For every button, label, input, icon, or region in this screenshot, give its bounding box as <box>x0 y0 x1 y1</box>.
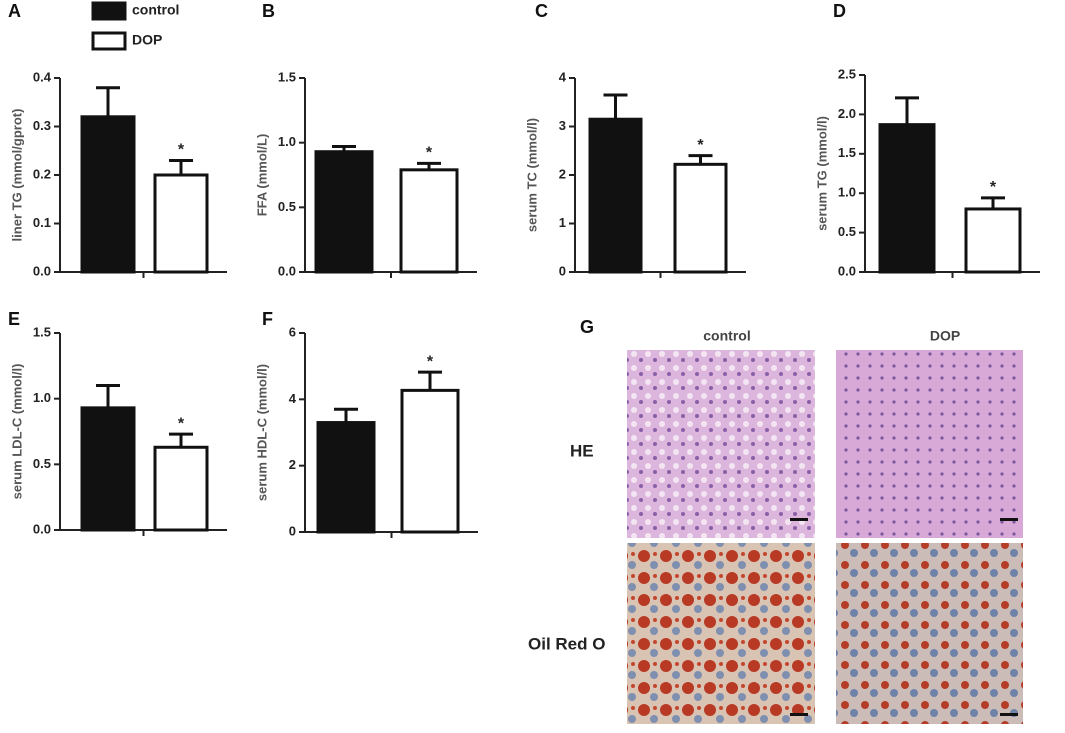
significance-mark: * <box>178 142 185 159</box>
micrographs <box>627 350 1023 724</box>
y-tick-label: 0 <box>559 263 566 278</box>
significance-mark: * <box>427 353 434 370</box>
legend-label: control <box>132 2 179 18</box>
panel-letter: B <box>262 1 275 21</box>
y-tick-label: 0.0 <box>33 263 51 278</box>
bar <box>400 388 460 534</box>
bar <box>153 445 209 532</box>
panel-letter: A <box>8 1 21 21</box>
panel-letter: E <box>8 309 20 329</box>
y-tick-label: 1.0 <box>278 134 296 149</box>
y-tick-label: 1.0 <box>33 390 51 405</box>
y-axis-label: liner TG (mmol/gprot) <box>9 109 24 242</box>
y-tick-label: 1 <box>559 215 566 230</box>
scale-bar <box>1000 713 1018 716</box>
y-tick-label: 4 <box>559 69 567 84</box>
y-tick-label: 0.0 <box>838 263 856 278</box>
bar <box>153 173 209 274</box>
bar <box>314 150 374 274</box>
legend-swatch <box>91 31 127 51</box>
column-label: control <box>703 328 750 344</box>
y-tick-label: 0.5 <box>278 199 296 214</box>
y-tick-label: 2 <box>559 166 566 181</box>
bar <box>80 406 136 532</box>
y-axis-label: serum HDL-C (mmol/l) <box>254 364 269 501</box>
oil-red-dop-image <box>836 543 1023 724</box>
legend-swatch <box>91 1 127 21</box>
y-axis-label: serum TG (mmol/l) <box>814 116 829 231</box>
y-tick-label: 0.3 <box>33 118 51 133</box>
bar <box>588 117 643 274</box>
y-tick-label: 1.5 <box>278 69 296 84</box>
he-control-image <box>627 350 815 538</box>
y-tick-label: 0 <box>289 523 296 538</box>
bar <box>878 123 936 274</box>
y-tick-label: 1.5 <box>838 145 856 160</box>
scale-bar <box>1000 518 1018 521</box>
y-tick-label: 2.5 <box>838 66 856 81</box>
bar <box>964 207 1022 274</box>
panel-letter: G <box>580 317 594 337</box>
bar <box>399 168 459 274</box>
panel-letter: F <box>262 309 273 329</box>
y-axis-label: serum TC (mmol/l) <box>524 118 539 232</box>
y-tick-label: 0.0 <box>278 263 296 278</box>
panel-letter: C <box>535 1 548 21</box>
significance-mark: * <box>426 145 433 162</box>
y-axis-label: serum LDL-C (mmol/l) <box>9 364 24 500</box>
y-tick-label: 0.4 <box>33 69 52 84</box>
y-tick-label: 2.0 <box>838 106 856 121</box>
row-label: HE <box>570 441 594 460</box>
bar <box>673 162 728 274</box>
y-tick-label: 6 <box>289 324 296 339</box>
y-tick-label: 0.0 <box>33 521 51 536</box>
scale-bar <box>790 713 808 716</box>
he-dop-image <box>836 350 1023 538</box>
y-tick-label: 2 <box>289 457 296 472</box>
y-tick-label: 0.5 <box>838 224 856 239</box>
significance-mark: * <box>178 415 185 432</box>
scale-bar <box>790 518 808 521</box>
y-tick-label: 1.0 <box>838 185 856 200</box>
y-axis-label: FFA (mmol/L) <box>254 134 269 217</box>
y-tick-label: 0.2 <box>33 166 51 181</box>
y-tick-label: 3 <box>559 118 566 133</box>
y-tick-label: 0.1 <box>33 215 51 230</box>
bar <box>80 115 136 274</box>
y-tick-label: 4 <box>289 391 297 406</box>
significance-mark: * <box>697 137 704 154</box>
column-label: DOP <box>930 328 960 344</box>
y-tick-label: 0.5 <box>33 456 51 471</box>
row-label: Oil Red O <box>528 634 605 653</box>
y-tick-label: 1.5 <box>33 324 51 339</box>
bar <box>316 421 376 534</box>
panel-letter: D <box>833 1 846 21</box>
significance-mark: * <box>990 179 997 196</box>
legend-label: DOP <box>132 32 162 48</box>
oil-red-control-image <box>627 543 815 724</box>
